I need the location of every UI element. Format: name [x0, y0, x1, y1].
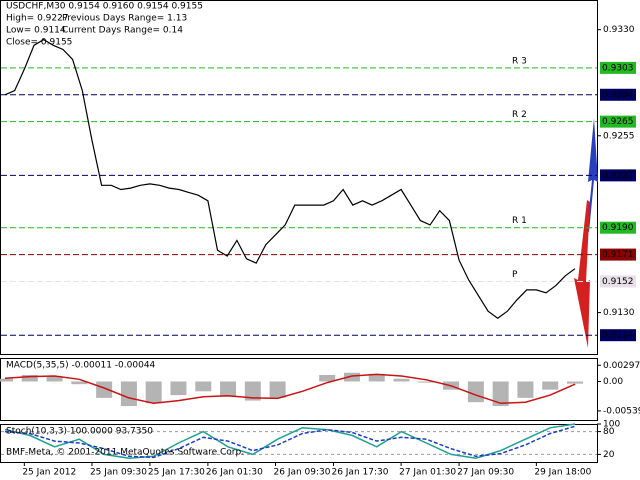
down-arrow: [574, 200, 590, 348]
pivot-tag: P: [512, 270, 518, 280]
macd-bar: [96, 381, 113, 398]
y-tick-label: 0.00: [603, 377, 623, 387]
macd-bar: [393, 378, 410, 382]
macd-bar: [567, 381, 583, 384]
macd-bar: [492, 381, 509, 407]
x-tick-label: 26 Jan 01:30: [206, 468, 263, 478]
copyright: BMF-Meta, © 2001-2011 MetaQuotes Softwar…: [6, 448, 244, 458]
macd-bar: [0, 378, 13, 382]
level-label: 0.9265: [602, 117, 634, 127]
level-box: [600, 221, 636, 234]
plot-layer: 0.9330 0.9255 0.9130 0.9303 R 3 0.9284 0.9265 R…: [0, 14, 640, 478]
level-box: [600, 248, 636, 261]
level-label: 0.9114: [602, 331, 634, 341]
level-label: 0.9171: [602, 250, 634, 260]
y-tick-label: 0.9255: [603, 131, 635, 141]
level-label: 0.9152: [602, 277, 634, 287]
y-tick-label: 0.9330: [603, 25, 635, 35]
macd-bar: [368, 373, 385, 382]
level-label: 0.9284: [602, 90, 634, 100]
macd-panel: [0, 358, 598, 421]
macd-bar: [542, 381, 559, 390]
y-tick-label: 80: [603, 427, 615, 437]
level-label: 0.9227: [602, 171, 634, 181]
macd-bar: [21, 374, 38, 382]
info-text: Close= 0.9155: [6, 38, 72, 48]
macd-bar: [319, 374, 336, 382]
level-box: [600, 115, 636, 128]
macd-bar: [46, 376, 63, 382]
macd-bar: [467, 381, 484, 403]
macd-bar: [517, 381, 534, 398]
x-tick-label: 26 Jan 17:30: [331, 468, 388, 478]
level-box: [600, 88, 636, 101]
x-tick-label: 25 Jan 2012: [22, 468, 76, 478]
y-tick-label: 0.9130: [603, 308, 635, 318]
macd-bar: [343, 372, 360, 382]
x-tick-label: 25 Jan 17:30: [148, 468, 205, 478]
level-box: [600, 169, 636, 182]
x-tick-label: 27 Jan 01:30: [399, 468, 456, 478]
y-tick-label: 0.00297: [603, 361, 640, 371]
x-tick-label: 27 Jan 09:30: [457, 468, 514, 478]
stoch-panel: [0, 424, 598, 463]
stoch-line: [4, 425, 576, 459]
level-box: [600, 61, 636, 74]
signal-line: [4, 373, 576, 405]
macd-bar: [244, 381, 261, 401]
info-text: Low= 0.9114: [6, 26, 66, 36]
macd-bar: [269, 381, 286, 398]
macd-bar: [418, 381, 435, 383]
macd-title: MACD(5,35,5) -0.00011 -0.00044: [6, 361, 156, 371]
pivot-tag: R 3: [512, 56, 527, 66]
x-tick-label: 29 Jan 18:00: [534, 468, 591, 478]
level-box: [600, 329, 636, 342]
price-line: [4, 38, 576, 319]
x-tick-label: 26 Jan 09:30: [274, 468, 331, 478]
level-box: [600, 275, 636, 288]
pivot-tag: R 1: [512, 216, 527, 226]
stoch-title: Stoch(10,3,3) 100.0000 93.7350: [6, 427, 153, 437]
macd-bar: [170, 381, 187, 396]
symbol-title: USDCHF,M30 0.9154 0.9160 0.9154 0.9155: [6, 2, 203, 12]
y-tick-label: -0.00539: [603, 406, 640, 416]
info-text: High= 0.9227: [6, 14, 69, 24]
stoch-line: [4, 423, 576, 459]
macd-bar: [195, 381, 212, 392]
info-text: Previous Days Range= 1.13: [62, 14, 187, 24]
pivot-tag: R 2: [512, 110, 527, 120]
level-label: 0.9303: [602, 63, 634, 73]
x-tick-label: 25 Jan 09:30: [90, 468, 147, 478]
y-tick-label: 20: [603, 450, 615, 460]
macd-bar: [120, 381, 137, 407]
level-label: 0.9190: [602, 223, 634, 233]
macd-bar: [220, 381, 237, 397]
y-tick-label: 100: [603, 420, 620, 430]
info-text: Current Days Range= 0.14: [62, 26, 183, 36]
macd-bar: [145, 381, 162, 404]
macd-bar: [71, 381, 88, 385]
